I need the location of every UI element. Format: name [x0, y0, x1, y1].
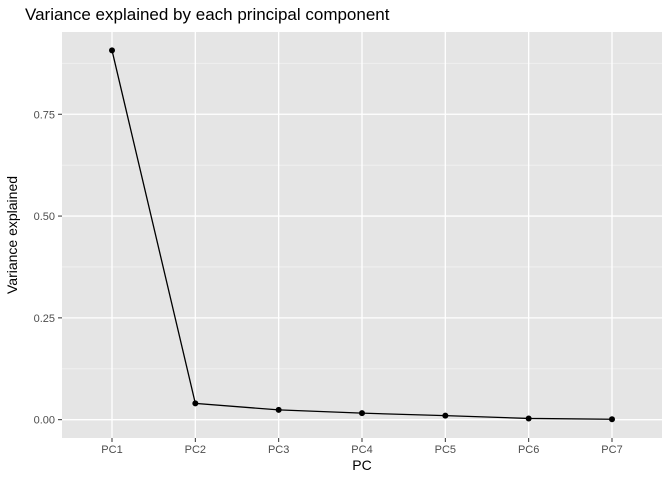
- y-tick-label: 0.00: [34, 415, 55, 427]
- x-tick-label: PC3: [268, 444, 289, 456]
- data-point-pc5: [442, 412, 449, 419]
- y-axis-title: Variance explained: [4, 176, 20, 294]
- x-tick-label: PC5: [435, 444, 456, 456]
- y-tick-label: 0.50: [34, 211, 55, 223]
- x-tick-label: PC7: [601, 444, 622, 456]
- y-axis: 0.00 0.25 0.50 0.75: [34, 109, 62, 427]
- variance-series: [109, 47, 615, 423]
- x-tick-label: PC6: [518, 444, 539, 456]
- x-tick-label: PC1: [101, 444, 122, 456]
- data-point-pc1: [109, 47, 115, 54]
- y-tick-label: 0.25: [34, 313, 55, 325]
- x-tick-label: PC2: [185, 444, 206, 456]
- data-point-pc6: [525, 415, 532, 422]
- major-gridlines: [62, 32, 662, 438]
- data-point-pc7: [609, 416, 615, 423]
- chart-title: Variance explained by each principal com…: [25, 5, 390, 24]
- x-tick-label: PC4: [351, 444, 372, 456]
- data-point-pc2: [192, 400, 199, 407]
- y-tick-label: 0.75: [34, 109, 55, 121]
- x-axis: PC1 PC2 PC3 PC4 PC5 PC6 PC7: [101, 438, 623, 456]
- data-point-pc3: [275, 406, 282, 413]
- x-axis-title: PC: [352, 457, 371, 473]
- data-point-pc4: [359, 410, 365, 417]
